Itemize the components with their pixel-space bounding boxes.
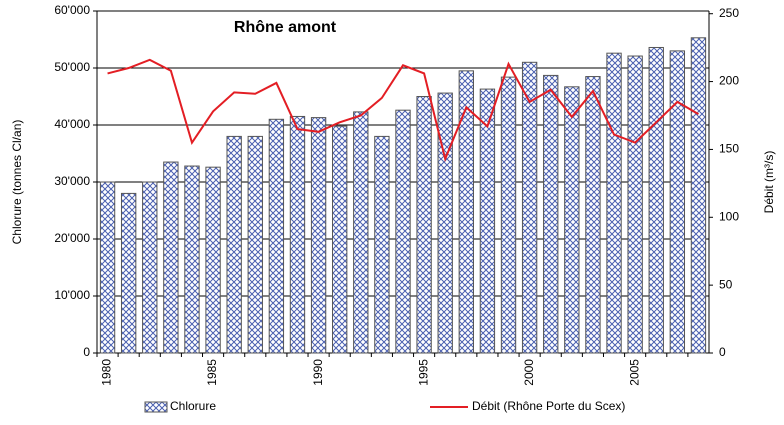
bar bbox=[521, 61, 538, 354]
bar bbox=[332, 125, 348, 354]
y2-tick-label: 0 bbox=[719, 345, 726, 359]
bar bbox=[268, 118, 285, 354]
x-tick-label: 2005 bbox=[627, 359, 641, 386]
bar bbox=[247, 135, 263, 354]
bar bbox=[564, 86, 580, 354]
bar bbox=[353, 111, 369, 354]
y-tick-label: 60'000 bbox=[54, 3, 90, 17]
y-tick-label: 10'000 bbox=[54, 288, 90, 302]
legend-swatch bbox=[144, 401, 168, 413]
y2-tick-label: 50 bbox=[719, 277, 733, 291]
bar bbox=[289, 115, 306, 354]
bar bbox=[226, 135, 242, 354]
bar bbox=[648, 46, 664, 354]
legend-label: Débit (Rhône Porte du Scex) bbox=[472, 399, 625, 413]
y2-tick-label: 100 bbox=[719, 209, 739, 223]
y-tick-label: 30'000 bbox=[54, 174, 90, 188]
bar bbox=[669, 50, 686, 354]
bar bbox=[163, 161, 179, 354]
bar bbox=[395, 109, 411, 354]
y2-tick-label: 250 bbox=[719, 6, 739, 20]
x-tick-label: 1995 bbox=[416, 359, 430, 386]
y-tick-label: 50'000 bbox=[54, 60, 90, 74]
y-axis-label: Chlorure (tonnes Cl/an) bbox=[10, 120, 24, 245]
bar bbox=[120, 192, 137, 354]
bar bbox=[205, 166, 221, 354]
bar bbox=[437, 92, 453, 354]
bar bbox=[142, 181, 158, 354]
y2-axis-label: Débit (m³/s) bbox=[762, 151, 776, 214]
bar bbox=[606, 52, 622, 354]
bar bbox=[99, 181, 116, 354]
y2-tick-label: 150 bbox=[719, 142, 739, 156]
bar bbox=[543, 74, 559, 354]
bar bbox=[627, 55, 643, 354]
bar bbox=[690, 37, 707, 354]
chart-title: Rhône amont bbox=[234, 19, 337, 36]
y2-tick-label: 200 bbox=[719, 74, 739, 88]
bar bbox=[458, 70, 474, 354]
legend-label: Chlorure bbox=[170, 399, 216, 413]
x-tick-label: 1990 bbox=[311, 359, 325, 386]
x-tick-label: 2000 bbox=[522, 359, 536, 386]
y-tick-label: 20'000 bbox=[54, 231, 90, 245]
bar bbox=[416, 96, 432, 354]
bar bbox=[585, 76, 601, 354]
x-tick-label: 1980 bbox=[100, 359, 114, 386]
bar bbox=[310, 117, 327, 354]
bar bbox=[479, 88, 496, 354]
bar bbox=[500, 76, 517, 354]
bar bbox=[374, 135, 390, 354]
y-tick-label: 40'000 bbox=[54, 117, 90, 131]
bar bbox=[184, 165, 200, 354]
y-tick-label: 0 bbox=[83, 345, 90, 359]
x-tick-label: 1985 bbox=[205, 359, 219, 386]
line bbox=[107, 58, 699, 163]
